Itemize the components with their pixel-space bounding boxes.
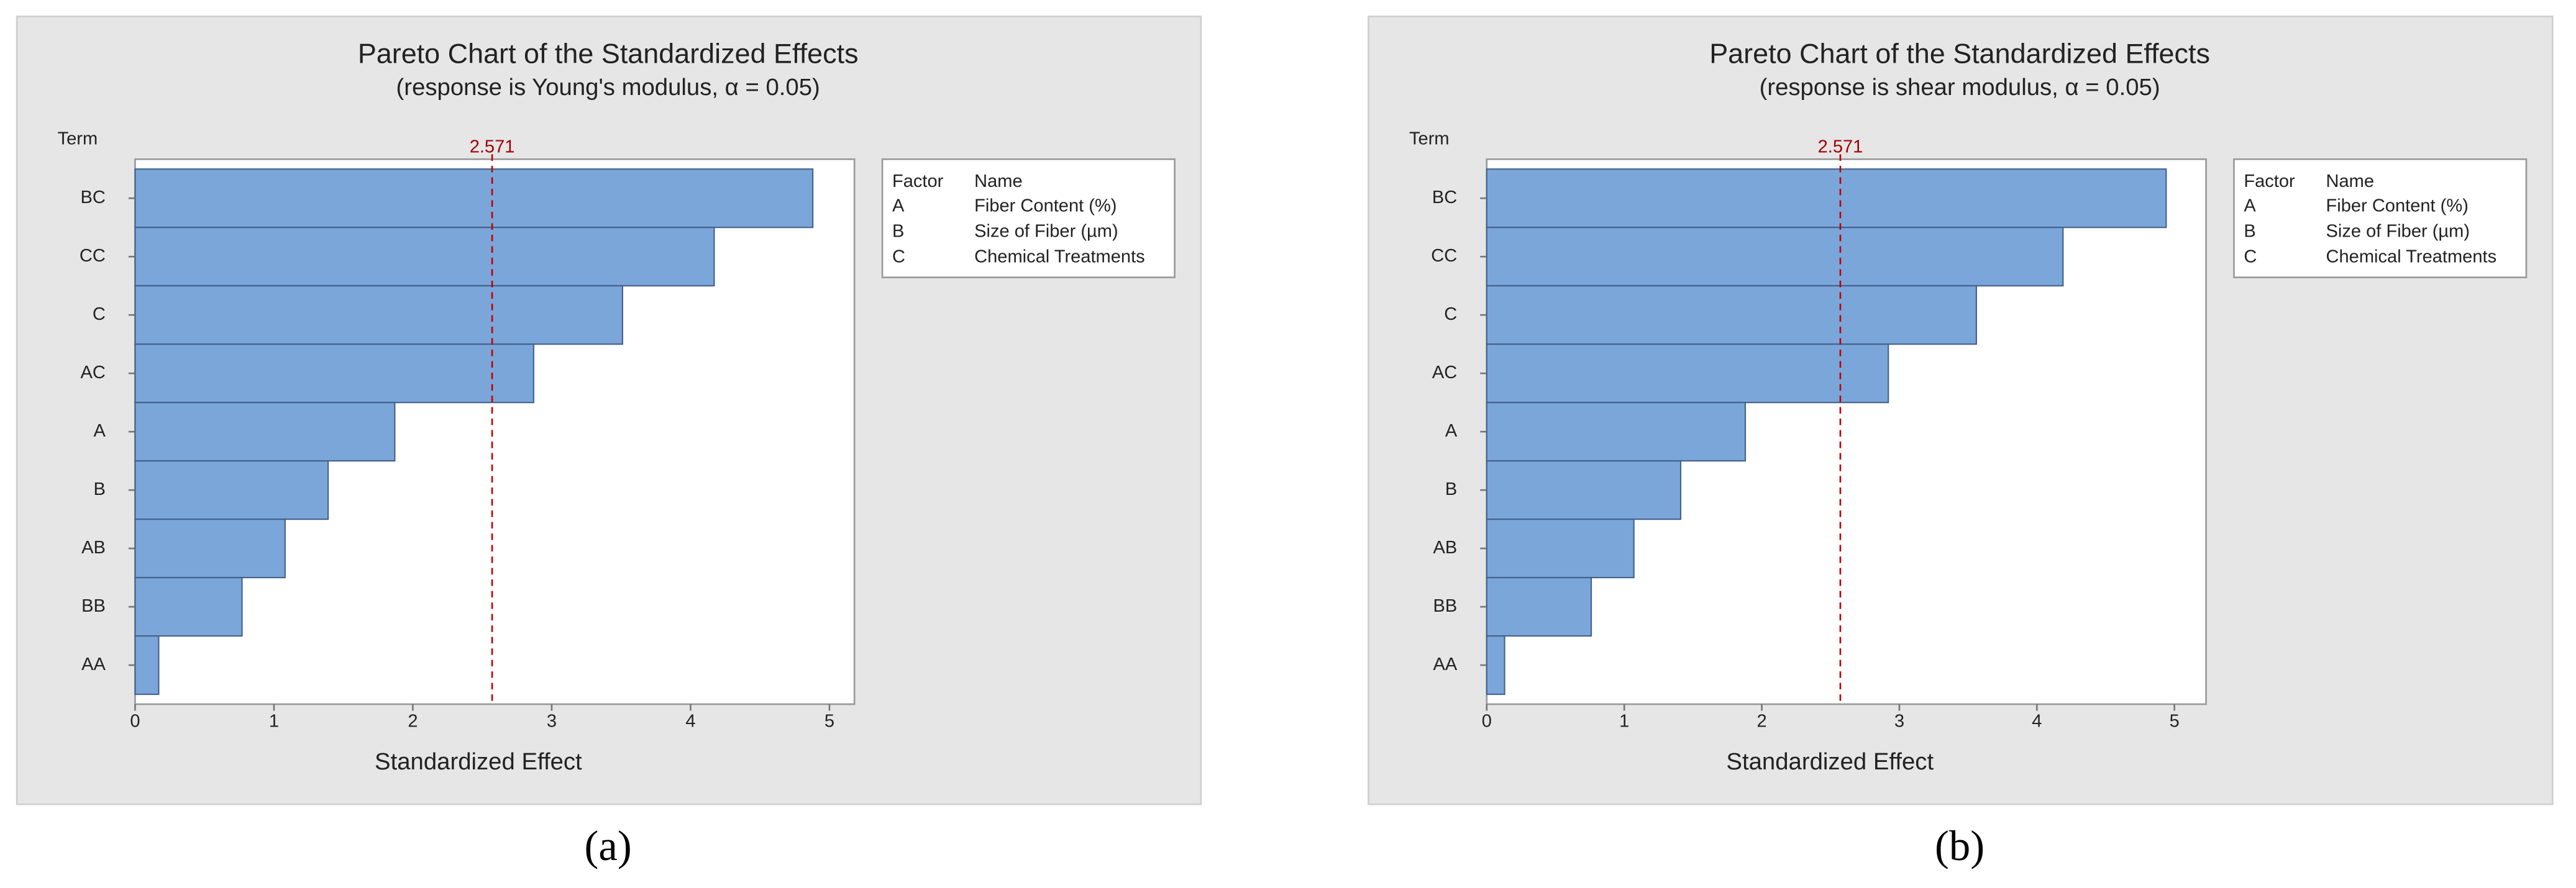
bar: [1486, 227, 2064, 287]
bar: [1486, 635, 1505, 695]
bar: [1486, 402, 1747, 462]
bar: [1486, 577, 1592, 637]
caption: (b): [1935, 822, 1985, 869]
y-tick-label: B: [1445, 479, 1457, 499]
x-tick-label: 1: [269, 712, 279, 732]
bar: [1486, 168, 2167, 229]
legend-cell: C: [2244, 247, 2257, 267]
legend-cell: B: [2244, 222, 2255, 242]
bar: [134, 168, 814, 229]
y-axis-label: Term: [58, 129, 98, 148]
y-tick-label: AA: [81, 655, 106, 674]
chart-subtitle: (response is Young's modulus, α = 0.05): [396, 74, 820, 101]
x-tick-label: 2: [408, 712, 418, 732]
x-tick-label: 3: [547, 712, 557, 732]
chart-title: Pareto Chart of the Standardized Effects: [358, 38, 859, 70]
legend-cell: Size of Fiber (µm): [2326, 222, 2470, 242]
chart-title: Pareto Chart of the Standardized Effects: [1709, 38, 2210, 70]
y-tick-label: BC: [80, 188, 105, 207]
legend-cell: Chemical Treatments: [974, 247, 1145, 267]
y-tick-label: A: [1445, 421, 1458, 441]
legend-header: Name: [974, 171, 1023, 191]
legend-box: [881, 158, 1176, 279]
bar: [134, 577, 243, 637]
x-tick-label: 5: [824, 712, 834, 732]
x-axis-label: Standardized Effect: [1726, 748, 1934, 775]
bar: [134, 402, 396, 462]
chart-subtitle: (response is shear modulus, α = 0.05): [1760, 74, 2160, 101]
y-tick-label: BC: [1432, 188, 1457, 207]
bar: [134, 285, 623, 345]
x-tick-label: 0: [130, 712, 140, 732]
reference-label: 2.571: [470, 137, 515, 157]
x-tick-label: 4: [2032, 712, 2042, 732]
y-tick-label: C: [93, 304, 106, 324]
y-tick-label: A: [93, 421, 106, 441]
bar: [1486, 519, 1635, 579]
y-tick-label: BB: [1433, 596, 1457, 616]
bar: [134, 635, 160, 695]
reference-label: 2.571: [1818, 137, 1863, 157]
y-tick-label: C: [1444, 304, 1457, 324]
y-tick-label: CC: [1431, 246, 1457, 266]
y-tick-label: AB: [81, 538, 106, 558]
legend-cell: A: [2244, 196, 2256, 216]
legend-box: [2233, 158, 2528, 279]
x-tick-label: 1: [1619, 712, 1629, 732]
legend-header: Factor: [2244, 171, 2295, 191]
legend-cell: Fiber Content (%): [974, 196, 1117, 216]
legend-cell: Size of Fiber (µm): [974, 222, 1118, 242]
legend-cell: A: [892, 196, 905, 216]
legend-header: Name: [2326, 171, 2375, 191]
caption: (a): [585, 822, 632, 869]
legend-cell: Fiber Content (%): [2326, 196, 2469, 216]
bar: [1486, 285, 1977, 345]
bar: [134, 519, 286, 579]
legend-cell: C: [892, 247, 905, 267]
y-tick-label: AB: [1433, 538, 1457, 558]
y-tick-label: BB: [81, 596, 106, 616]
x-tick-label: 5: [2170, 712, 2180, 732]
bar: [1486, 343, 1889, 404]
bar: [134, 343, 534, 404]
bar: [1486, 460, 1682, 520]
x-axis-label: Standardized Effect: [375, 748, 582, 775]
y-tick-label: AA: [1433, 655, 1457, 674]
bar: [134, 460, 329, 520]
y-tick-label: CC: [80, 246, 106, 266]
x-tick-label: 0: [1482, 712, 1492, 732]
legend-cell: Chemical Treatments: [2326, 247, 2497, 267]
y-axis-label: Term: [1409, 129, 1450, 148]
bar: [134, 227, 715, 287]
y-tick-label: AC: [80, 363, 105, 383]
x-tick-label: 4: [685, 712, 695, 732]
legend-header: Factor: [892, 171, 944, 191]
legend-cell: B: [892, 222, 904, 242]
y-tick-label: B: [93, 479, 105, 499]
x-tick-label: 2: [1756, 712, 1766, 732]
y-tick-label: AC: [1432, 363, 1457, 383]
x-tick-label: 3: [1894, 712, 1904, 732]
